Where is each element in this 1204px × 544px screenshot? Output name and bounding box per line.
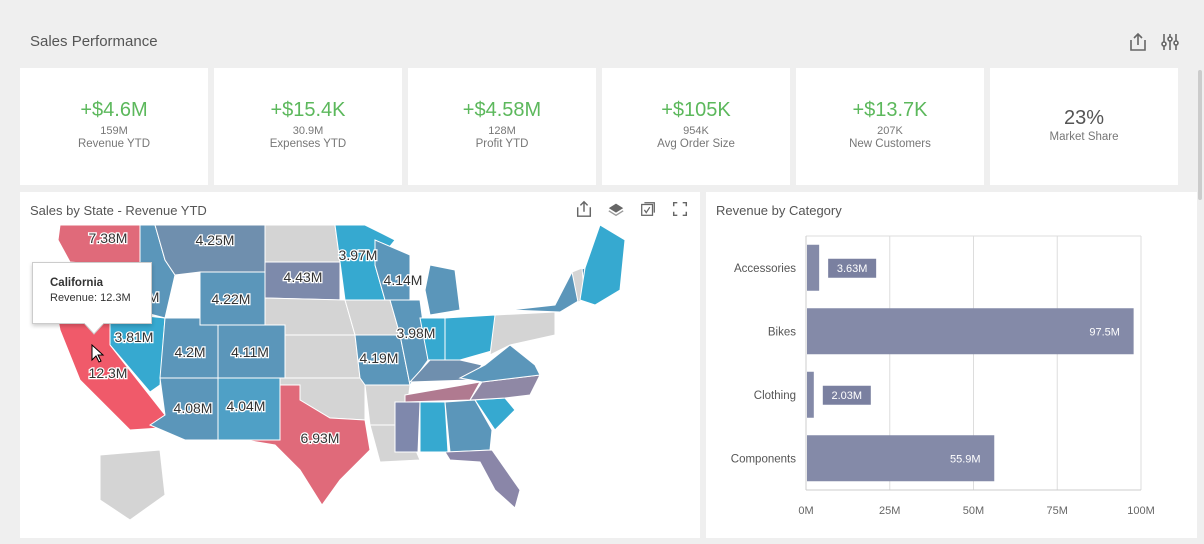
tooltip-arrow xyxy=(84,323,104,335)
data-label: 3.63M xyxy=(837,263,868,275)
kpi-target: 954K xyxy=(683,125,709,137)
state-value-label: 7.38M xyxy=(89,230,128,246)
state-region[interactable] xyxy=(99,449,166,521)
data-label: 55.9M xyxy=(950,453,981,465)
map-panel: Sales by State - Revenue YTD 7.38M 4.25M 3… xyxy=(20,192,700,538)
revenue-bar-chart: 0M 25M 50M 75M 100M Accessories 3.63M Bikes 97.5… xyxy=(731,235,1155,517)
kpi-target: 207K xyxy=(877,125,903,137)
map-title: Sales by State - Revenue YTD xyxy=(30,203,207,218)
kpi-value: +$15.4K xyxy=(270,99,346,121)
state-region[interactable] xyxy=(404,381,481,403)
mouse-cursor-icon xyxy=(91,344,105,363)
kpi-value: +$4.58M xyxy=(462,99,542,121)
state-value-label: 4.19M xyxy=(360,350,399,366)
x-tick-label: 25M xyxy=(879,505,900,517)
state-value-label: 3.98M xyxy=(397,325,436,341)
state-value-label: 4.14M xyxy=(384,272,423,288)
tooltip-value: Revenue: 12.3M xyxy=(50,292,131,304)
chart-title: Revenue by Category xyxy=(716,203,842,218)
kpi-value: +$13.7K xyxy=(852,99,928,121)
state-value-label: 4.25M xyxy=(196,232,235,248)
tooltip-state: California xyxy=(50,277,104,289)
us-map[interactable]: 7.38M4.25M3.97M4.43M4.14M4.05M4.22M3.81M… xyxy=(20,192,700,538)
kpi-target: 159M xyxy=(100,125,128,137)
category-label: Clothing xyxy=(754,390,796,402)
state-region[interactable] xyxy=(489,311,556,356)
data-label: 2.03M xyxy=(832,390,863,402)
category-panel: Revenue by Category 0M 25M 50M 75M 100M Acces… xyxy=(706,192,1197,538)
state-value-label: 12.3M xyxy=(89,365,128,381)
state-value-label: 4.04M xyxy=(227,398,266,414)
x-tick-label: 100M xyxy=(1127,505,1155,517)
state-region[interactable] xyxy=(264,224,341,263)
fullscreen-icon[interactable] xyxy=(671,200,689,218)
state-value-label: 6.93M xyxy=(301,430,340,446)
x-tick-label: 0M xyxy=(798,505,813,517)
kpi-label: New Customers xyxy=(849,138,931,150)
category-label: Bikes xyxy=(768,326,796,338)
state-value-label: 4.22M xyxy=(212,291,251,307)
layers-icon[interactable] xyxy=(607,200,625,218)
x-tick-label: 75M xyxy=(1047,505,1068,517)
bar[interactable] xyxy=(807,308,1134,355)
state-value-label: 4.11M xyxy=(231,344,269,360)
kpi-value: 23% xyxy=(1063,107,1105,129)
state-value-label: 3.81M xyxy=(115,329,154,345)
bar[interactable] xyxy=(807,435,995,482)
state-region[interactable] xyxy=(394,401,421,453)
state-region[interactable] xyxy=(244,384,371,506)
kpi-label: Profit YTD xyxy=(475,138,529,150)
kpi-label: Expenses YTD xyxy=(269,138,347,150)
kpi-value: +$105K xyxy=(661,99,731,121)
dashboard-title: Sales Performance xyxy=(30,33,158,50)
x-tick-label: 50M xyxy=(963,505,984,517)
bar[interactable] xyxy=(807,244,820,291)
kpi-card[interactable]: +$15.4K 30.9M Expenses YTD xyxy=(214,68,402,185)
data-label: 97.5M xyxy=(1089,326,1120,338)
state-value-label: 4.2M xyxy=(174,344,205,360)
state-value-label: 4.08M xyxy=(174,400,213,416)
state-region[interactable] xyxy=(444,449,521,509)
kpi-card[interactable]: +$13.7K 207K New Customers xyxy=(796,68,984,185)
data-label-box xyxy=(822,385,871,405)
filter-sliders-icon[interactable] xyxy=(1160,32,1180,52)
state-region[interactable] xyxy=(458,344,541,383)
bar[interactable] xyxy=(807,371,814,418)
state-value-label: 4.43M xyxy=(284,269,323,285)
kpi-label: Revenue YTD xyxy=(77,138,151,150)
kpi-target: 128M xyxy=(488,125,516,137)
kpi-card[interactable]: +$4.58M 128M Profit YTD xyxy=(408,68,596,185)
state-value-label: 3.97M xyxy=(339,247,378,263)
category-label: Components xyxy=(731,453,796,465)
state-region[interactable] xyxy=(419,401,449,453)
kpi-label: Market Share xyxy=(1049,131,1119,143)
state-region[interactable] xyxy=(424,264,461,316)
kpi-card[interactable]: +$105K 954K Avg Order Size xyxy=(602,68,790,185)
export-icon[interactable] xyxy=(1128,32,1148,52)
kpi-label: Avg Order Size xyxy=(657,138,735,150)
state-region[interactable] xyxy=(469,374,541,401)
map-tooltip: California Revenue: 12.3M xyxy=(32,262,152,324)
scrollbar[interactable] xyxy=(1198,70,1202,200)
category-label: Accessories xyxy=(734,263,796,275)
state-region[interactable] xyxy=(444,314,496,361)
kpi-value: +$4.6M xyxy=(80,99,148,121)
data-label-box xyxy=(828,258,877,278)
state-region[interactable] xyxy=(579,224,626,306)
state-region[interactable] xyxy=(284,334,361,379)
kpi-card[interactable]: 23% Market Share xyxy=(990,68,1178,185)
kpi-target: 30.9M xyxy=(292,125,324,137)
export-icon[interactable] xyxy=(575,200,593,218)
kpi-card[interactable]: +$4.6M 159M Revenue YTD xyxy=(20,68,208,185)
multiselect-icon[interactable] xyxy=(639,200,657,218)
